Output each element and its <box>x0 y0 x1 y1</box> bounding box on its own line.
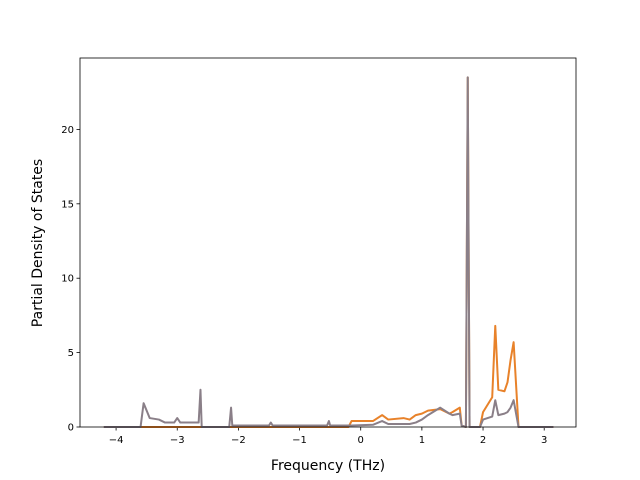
y-axis-label: Partial Density of States <box>30 159 46 327</box>
y-tick-label: 0 <box>68 423 74 434</box>
pdos-line <box>103 76 554 428</box>
y-tick-label: 15 <box>61 199 74 210</box>
x-tick-label: 3 <box>541 435 547 446</box>
plot-frame <box>79 57 577 428</box>
x-tick-label: −2 <box>231 435 246 446</box>
x-axis-label: Frequency (THz) <box>271 458 385 474</box>
x-tick-label: 2 <box>480 435 486 446</box>
y-tick-label: 20 <box>61 125 74 136</box>
pdos-line <box>103 76 554 428</box>
x-tick-label: −4 <box>109 435 124 446</box>
x-tick-label: 1 <box>419 435 425 446</box>
x-tick-label: 0 <box>358 435 364 446</box>
x-tick-label: −3 <box>170 435 185 446</box>
y-tick-label: 5 <box>68 348 74 359</box>
x-tick-label: −1 <box>292 435 307 446</box>
y-tick-label: 10 <box>61 274 74 285</box>
